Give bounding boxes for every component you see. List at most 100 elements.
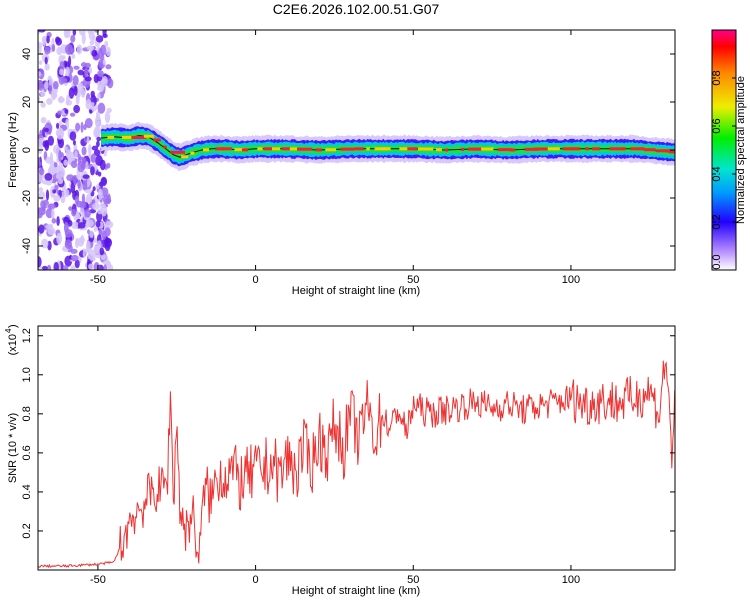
noise-blob — [50, 208, 55, 220]
ridge-peak — [467, 147, 483, 151]
noise-blob — [88, 143, 92, 156]
noise-blob — [96, 136, 102, 142]
ridge-peak — [444, 148, 449, 152]
colorbar-tick-label: 0.6 — [711, 118, 723, 133]
noise-blob — [80, 234, 84, 246]
noise-blob — [74, 150, 78, 158]
noise-blob — [90, 166, 95, 176]
noise-blob — [80, 121, 84, 133]
spectrogram-x-label: Height of straight line (km) — [292, 285, 420, 297]
noise-blob — [38, 71, 42, 77]
noise-blob — [85, 197, 93, 203]
y-tick-label: -40 — [21, 238, 33, 254]
ridge-peak — [121, 135, 135, 139]
noise-blob — [84, 118, 93, 129]
noise-blob — [77, 69, 85, 76]
noise-blob — [85, 240, 91, 253]
ridge-peak — [234, 148, 245, 152]
x-tick-label: 100 — [562, 574, 580, 586]
noise-blob — [38, 161, 42, 167]
noise-blob — [98, 62, 104, 67]
noise-blob — [51, 89, 57, 101]
noise-blob — [45, 180, 53, 186]
noise-blob — [99, 159, 106, 171]
chart-title: C2E6.2026.102.00.51.G07 — [273, 1, 440, 17]
noise-blob — [71, 160, 78, 169]
noise-blob — [56, 232, 63, 245]
noise-blob — [38, 30, 46, 33]
noise-blob — [38, 246, 41, 256]
y-tick-label: 0.6 — [21, 445, 33, 460]
noise-blob — [96, 120, 101, 126]
noise-blob — [54, 184, 59, 191]
snr-multiplier-base: (x10 — [7, 334, 19, 355]
noise-blob — [97, 85, 105, 92]
spectrogram-y-ticks: -40 -20 0 20 40 — [21, 48, 675, 254]
noise-blob — [42, 140, 48, 148]
ridge-peak — [215, 147, 225, 151]
ridge-peak — [592, 147, 601, 151]
noise-blob — [86, 45, 95, 51]
noise-blob — [68, 206, 73, 211]
noise-blob — [95, 220, 101, 228]
noise-blob — [84, 189, 93, 194]
colorbar: 0.0 0.2 0.4 0.6 0.8 Normalized spectral ampl… — [711, 29, 747, 271]
noise-blob — [75, 200, 83, 208]
noise-blob — [93, 127, 101, 139]
y-tick-label: 40 — [21, 48, 33, 60]
noise-blob — [70, 254, 79, 262]
y-tick-label: -20 — [21, 190, 33, 206]
noise-blob — [72, 75, 79, 86]
noise-blob — [40, 116, 47, 124]
noise-blob — [84, 208, 91, 218]
noise-blob — [94, 247, 102, 259]
noise-blob — [63, 221, 69, 233]
noise-blob — [90, 153, 96, 164]
noise-blob — [57, 96, 65, 103]
noise-blob — [47, 135, 55, 146]
noise-blob — [103, 264, 107, 270]
noise-blob — [55, 173, 63, 180]
y-tick-label: 1.0 — [21, 367, 33, 382]
noise-blob — [64, 108, 69, 114]
x-tick-label: -50 — [90, 574, 106, 586]
noise-blob — [52, 80, 59, 90]
ridge-peak — [669, 150, 675, 154]
ridge-peak — [609, 147, 624, 151]
noise-blob — [96, 208, 104, 215]
noise-blob — [44, 46, 51, 55]
noise-blob — [40, 101, 46, 108]
x-tick-label: -50 — [90, 274, 106, 286]
noise-blob — [80, 163, 86, 170]
noise-blob — [45, 156, 54, 164]
noise-blob — [91, 49, 98, 57]
ridge-peak — [203, 148, 210, 152]
noise-blob — [107, 193, 111, 205]
noise-blob — [104, 111, 111, 124]
colorbar-ticks: 0.0 0.2 0.4 0.6 0.8 — [711, 70, 736, 271]
ridge-peak — [585, 147, 590, 151]
noise-blob — [65, 66, 70, 77]
noise-blob — [64, 239, 73, 249]
snr-frame — [37, 325, 676, 571]
ridge-peak — [481, 147, 494, 151]
ridge-peak — [257, 147, 263, 151]
ridge-peak — [572, 147, 581, 151]
noise-blob — [93, 149, 101, 157]
noise-blob — [75, 93, 80, 105]
noise-blob — [38, 60, 43, 65]
noise-blob — [104, 227, 111, 237]
ridge-peak — [418, 147, 434, 151]
y-tick-label: 20 — [21, 96, 33, 108]
noise-blob — [42, 36, 47, 46]
noise-blob — [100, 254, 107, 261]
noise-blob — [72, 30, 77, 36]
noise-blob — [86, 136, 90, 144]
noise-blob — [65, 94, 70, 105]
ridge-peak — [181, 155, 189, 159]
noise-blob — [88, 263, 94, 270]
noise-blob — [38, 143, 43, 154]
noise-blob — [58, 120, 62, 127]
noise-blob — [56, 127, 65, 140]
noise-blob — [100, 176, 108, 187]
